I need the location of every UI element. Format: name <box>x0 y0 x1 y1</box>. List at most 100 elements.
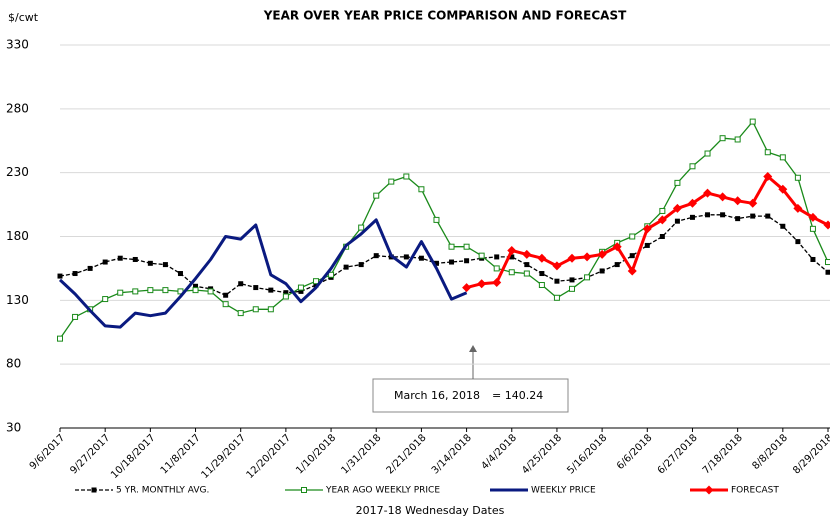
point <box>313 282 319 288</box>
point <box>689 163 696 170</box>
point <box>614 262 620 268</box>
legend-marker <box>301 487 307 493</box>
point <box>810 256 816 262</box>
point <box>283 290 289 296</box>
point <box>358 262 364 268</box>
point <box>102 296 109 303</box>
series-line <box>59 214 829 296</box>
y-tick-label: 230 <box>6 165 29 179</box>
legend-marker <box>704 485 714 495</box>
y-tick-label: 330 <box>6 38 29 52</box>
point <box>687 198 697 208</box>
point <box>627 266 637 276</box>
y-tick-label: 30 <box>6 421 21 435</box>
x-axis-label: 2017-18 Wednesday Dates <box>356 504 505 517</box>
x-tick-label: 8/29/2018 <box>791 432 830 476</box>
y-axis-label: $/cwt <box>8 11 39 24</box>
point <box>552 261 562 271</box>
point <box>193 283 199 289</box>
point <box>328 271 335 278</box>
point <box>569 285 575 292</box>
point <box>582 252 592 262</box>
point <box>825 269 830 275</box>
point <box>252 306 259 313</box>
x-tick-label: 8/8/2018 <box>751 432 791 472</box>
point <box>448 243 455 250</box>
point <box>629 253 635 259</box>
point <box>449 259 455 265</box>
point <box>674 179 681 186</box>
point <box>433 260 439 266</box>
point <box>162 287 169 294</box>
point <box>719 135 726 142</box>
point <box>117 289 124 296</box>
point <box>734 136 741 143</box>
point <box>659 207 666 214</box>
point <box>463 243 470 250</box>
point <box>553 294 560 301</box>
point <box>268 287 274 293</box>
point <box>597 249 607 259</box>
point <box>524 262 530 268</box>
point <box>297 284 304 291</box>
chart-title: YEAR OVER YEAR PRICE COMPARISON AND FORE… <box>263 9 627 23</box>
point <box>132 288 139 295</box>
point <box>298 288 304 294</box>
point <box>764 149 771 156</box>
point <box>267 306 274 313</box>
y-tick-label: 80 <box>6 357 21 371</box>
point <box>494 254 500 260</box>
point <box>748 198 758 208</box>
point <box>567 253 577 263</box>
point <box>238 281 244 287</box>
point <box>508 269 515 276</box>
point <box>509 254 515 260</box>
point <box>795 239 801 245</box>
point <box>373 253 379 259</box>
point <box>554 278 560 284</box>
point <box>403 254 409 260</box>
point <box>117 255 123 261</box>
x-tick-label: 4/4/2018 <box>479 432 519 472</box>
x-tick-label: 9/6/2017 <box>28 432 68 472</box>
legend-label: WEEKLY PRICE <box>531 486 596 496</box>
x-tick-label: 11/8/2017 <box>159 432 203 476</box>
point <box>87 265 93 271</box>
point <box>750 213 756 219</box>
point <box>720 212 726 218</box>
point <box>809 225 816 232</box>
point <box>343 264 349 270</box>
point <box>718 192 728 202</box>
point <box>629 233 636 240</box>
point <box>477 279 487 289</box>
point <box>522 249 532 259</box>
point <box>703 188 713 198</box>
point <box>778 184 788 194</box>
point <box>612 242 622 252</box>
point <box>659 234 665 239</box>
point <box>373 192 380 199</box>
point <box>57 335 63 342</box>
legend-label: FORECAST <box>731 486 779 496</box>
x-tick-label: 12/20/2017 <box>245 432 294 481</box>
point <box>735 216 741 222</box>
point <box>192 287 199 294</box>
point <box>763 171 773 181</box>
legend-marker <box>91 487 97 493</box>
point <box>780 223 786 229</box>
x-tick-label: 1/10/2018 <box>294 432 338 476</box>
point <box>388 178 395 185</box>
point <box>825 259 830 266</box>
point <box>223 292 229 298</box>
point <box>222 301 229 308</box>
point <box>433 216 440 223</box>
point <box>642 224 652 234</box>
point <box>464 258 470 264</box>
point <box>72 271 78 277</box>
x-tick-label: 4/25/2018 <box>520 432 564 476</box>
point <box>599 268 605 274</box>
point <box>102 259 108 265</box>
point <box>207 288 214 295</box>
point <box>672 203 682 213</box>
